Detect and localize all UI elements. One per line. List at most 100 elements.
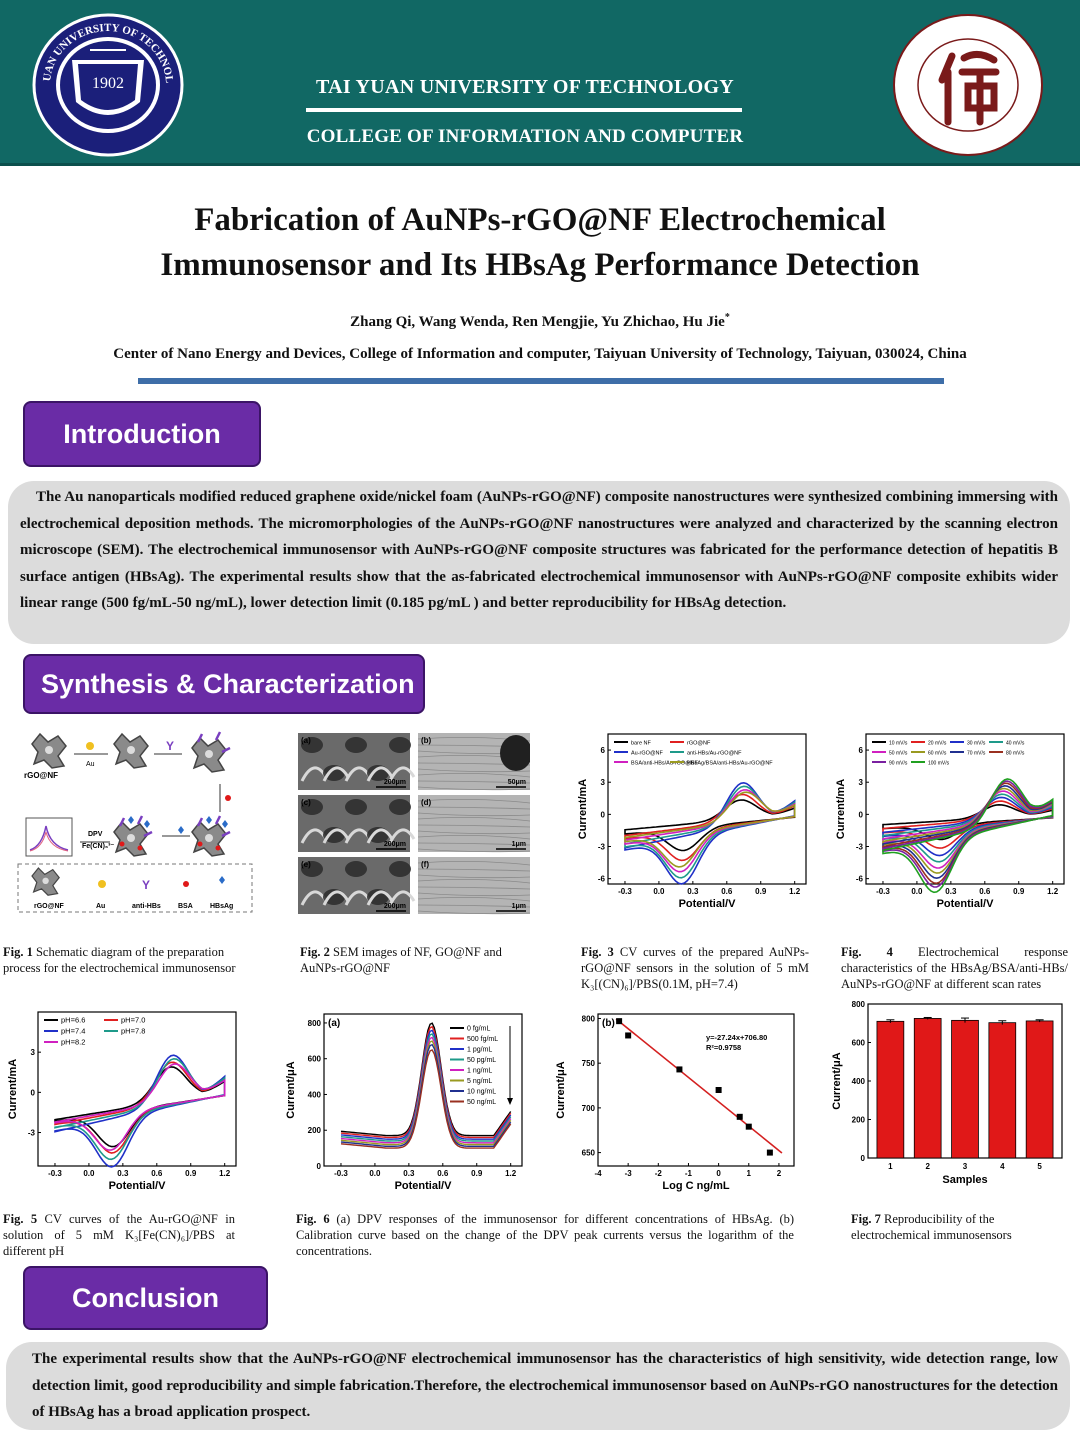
legend-entry: pH=7.4: [61, 1027, 85, 1036]
schematic-legend-au: Au: [96, 903, 105, 910]
y-tick-label: 600: [852, 1039, 866, 1048]
y-tick-label: -3: [28, 1129, 36, 1138]
legend-entry: 500 fg/mL: [467, 1036, 498, 1043]
introduction-text: The Au nanoparticals modified reduced gr…: [8, 481, 1070, 644]
chart-legend: 0 fg/mL 500 fg/mL 1 pg/mL 50 pg/mL 1 ng/mL 5 …: [450, 1026, 498, 1106]
panel-label: (b): [602, 1018, 615, 1029]
x-tick-label: -1: [685, 1169, 693, 1178]
legend-entry: HBsAg/BSA/anti-HBs/Au-rGO@NF: [687, 761, 773, 767]
x-tick-label: 0.3: [403, 1169, 415, 1178]
sem-panel-tag: (e): [301, 860, 311, 869]
schematic-legend-bsa: BSA: [178, 903, 193, 910]
x-tick-label: 0.3: [117, 1169, 129, 1178]
x-axis-label: Potential/V: [679, 898, 737, 910]
x-tick-label: -4: [594, 1169, 602, 1178]
bar: [951, 1019, 979, 1159]
fig2-caption: Fig. 2 SEM images of NF, GO@NF and AuNPs…: [300, 945, 502, 975]
fit-equation: y=-27.24x+706.80: [706, 1033, 767, 1042]
sem-scale-label: 1μm: [512, 841, 526, 848]
y-tick-label: 0: [859, 810, 864, 819]
scatter-point: [676, 1066, 683, 1073]
sem-panel-3: (c) 200μm: [298, 795, 416, 852]
sem-panel-4: (d) 1μm: [417, 795, 530, 853]
title-line-2: Immunosensor and Its HBsAg Performance D…: [160, 247, 920, 283]
scatter-point: [766, 1149, 773, 1156]
scatter-point: [715, 1087, 722, 1093]
x-axis-label: Potential/V: [109, 1180, 167, 1192]
legend-entry: BSA/anti-HBs/Au-rGO@NF: [631, 761, 699, 767]
college-name: COLLEGE OF INFORMATION AND COMPUTER: [306, 126, 744, 147]
legend-entry: 90 mV/s: [889, 761, 908, 767]
plot-frame: [597, 1013, 795, 1167]
fig6-caption: Fig. 6 (a) DPV responses of the immunose…: [296, 1212, 795, 1258]
legend-entry: bare NF: [631, 741, 652, 747]
x-tick-label: 0.9: [1013, 887, 1025, 896]
fig3-caption: Fig. 3 CV curves of the prepared AuNPs-r…: [581, 945, 810, 991]
fig6a-dpv-chart: -0.3 0.0 0.3 0.6 0.9 1.2 0 200 400 600 800 Potentia…: [282, 1006, 544, 1200]
university-name: TAI YUAN UNIVERSITY OF TECHNOLOGY: [315, 76, 735, 98]
sem-panel-6: (f) 1μm: [417, 857, 530, 915]
legend-entry: 20 mV/s: [928, 741, 947, 747]
y-axis-label: Current/μA: [831, 1052, 843, 1110]
conclusion-heading: Conclusion: [23, 1266, 268, 1330]
y-tick-label: -6: [856, 875, 864, 884]
sem-scale-label: 200μm: [384, 841, 406, 848]
x-tick-label: 5: [1037, 1162, 1042, 1171]
fig4-scan-rate-chart: -0.3 0.0 0.3 0.6 0.9 1.2 -6 -3 0 3 6 Potential/V Cur…: [832, 728, 1072, 918]
scatter-point: [625, 1032, 632, 1039]
panel-label: (a): [328, 1018, 340, 1029]
y-tick-label: -3: [598, 843, 606, 852]
plot-frame: [865, 733, 1065, 885]
x-tick-label: 0.6: [979, 887, 991, 896]
fig2-sem-images: (a) 200μm (b) 50μm (c) 200μm (d) 1μm (e) 200μm (f)…: [298, 733, 530, 915]
y-tick-label: -3: [856, 843, 864, 852]
x-tick-label: 0.9: [471, 1169, 483, 1178]
conclusion-text: The experimental results show that the A…: [6, 1342, 1070, 1430]
x-tick-label: -0.3: [876, 887, 890, 896]
legend-entry: pH=7.8: [121, 1027, 145, 1036]
legend-entry: pH=8.2: [61, 1038, 85, 1047]
legend-entry: anti-HBs/Au-rGO@NF: [687, 751, 742, 757]
plot-frame: [323, 1013, 523, 1167]
schematic-legend-hbsag: HBsAg: [210, 903, 233, 910]
y-tick-label: 0: [601, 810, 606, 819]
x-tick-label: 0: [716, 1169, 721, 1178]
x-tick-label: 1.2: [505, 1169, 517, 1178]
dpv-series-line: [340, 1043, 512, 1147]
scatter-point: [616, 1018, 623, 1025]
fig4-caption: Fig. 4 Electrochemical response characte…: [841, 945, 1068, 991]
x-tick-label: 0.3: [945, 887, 957, 896]
fit-line: [615, 1018, 783, 1154]
plot-frame: [37, 1011, 237, 1167]
legend-entry: Au-rGO@NF: [631, 751, 664, 757]
y-tick-label: 0: [317, 1162, 322, 1171]
bar: [913, 1018, 942, 1159]
legend-entry: pH=7.0: [121, 1016, 145, 1025]
x-tick-label: 2: [925, 1162, 930, 1171]
fig3-cv-chart: -0.3 0.0 0.3 0.6 0.9 1.2 -6 -3 0 3 6 Potential/V Cur…: [574, 728, 814, 918]
seal-year: 1902: [92, 75, 124, 92]
legend-entry: 50 pg/mL: [467, 1057, 496, 1064]
x-tick-label: 1: [888, 1162, 893, 1171]
x-tick-label: 0.6: [437, 1169, 449, 1178]
legend-entry: 60 mV/s: [928, 751, 947, 757]
authors-text: Zhang Qi, Wang Wenda, Ren Mengjie, Yu Zh…: [350, 314, 725, 330]
fig5-caption: Fig. 5 CV curves of the Au-rGO@NF in sol…: [3, 1212, 235, 1258]
legend-entry: 70 mV/s: [967, 751, 986, 757]
schematic-label-dpv: DPV: [88, 831, 103, 838]
sem-panel-tag: (d): [421, 798, 432, 807]
dpv-series-line: [340, 1049, 512, 1149]
sem-scale-label: 50μm: [508, 779, 526, 786]
y-tick-label: 0: [861, 1154, 866, 1163]
corresponding-mark: *: [724, 312, 730, 323]
y-tick-label: 400: [308, 1090, 322, 1099]
legend-entry: pH=6.6: [61, 1016, 85, 1025]
x-tick-label: -2: [655, 1169, 663, 1178]
bar: [1025, 1020, 1054, 1159]
x-axis-label: Samples: [942, 1174, 987, 1186]
y-axis-label: Current/mA: [835, 779, 847, 840]
fig6b-calibration-chart: -4 -3 -2 -1 0 1 2 650 700 750 800 Log C ng/mL Curren…: [552, 1006, 814, 1200]
x-tick-label: 0.3: [687, 887, 699, 896]
schematic-label-rgonf: rGO@NF: [24, 771, 58, 780]
